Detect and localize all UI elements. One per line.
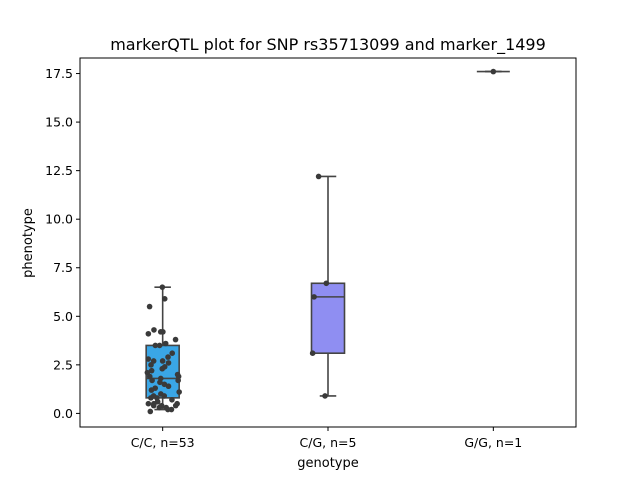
x-tick-label: G/G, n=1	[464, 435, 522, 450]
data-point	[175, 377, 181, 384]
data-point	[157, 379, 163, 386]
data-point	[151, 327, 157, 333]
data-point	[159, 365, 166, 372]
data-point	[149, 377, 155, 384]
points-layer	[144, 68, 497, 415]
x-tick-label: C/G, n=5	[300, 435, 357, 450]
y-axis: 0.0 2.5 5.0 7.5 10.0 12.5 15.0 17.5	[45, 66, 80, 421]
data-point	[148, 395, 154, 401]
data-point	[165, 360, 172, 366]
data-point	[148, 362, 154, 368]
data-point	[150, 402, 157, 409]
y-axis-label: phenotype	[21, 208, 36, 278]
data-point	[490, 68, 497, 75]
data-point	[148, 367, 155, 374]
data-point	[165, 383, 172, 390]
x-tick-label: C/C, n=53	[131, 435, 195, 450]
data-point	[156, 404, 163, 411]
y-tick-label: 0.0	[53, 406, 73, 421]
data-point	[145, 330, 152, 337]
data-point	[146, 303, 153, 310]
data-point	[309, 350, 316, 357]
boxes-layer	[145, 70, 510, 411]
data-point	[156, 342, 163, 349]
x-axis-label: genotype	[297, 456, 358, 471]
data-point	[148, 387, 155, 393]
data-point	[160, 329, 166, 335]
data-point	[322, 393, 328, 399]
data-point	[323, 280, 330, 287]
data-point	[169, 350, 176, 357]
data-point	[159, 358, 166, 364]
data-point	[161, 296, 168, 302]
data-point	[147, 408, 154, 415]
y-tick-label: 5.0	[53, 309, 73, 324]
y-tick-label: 10.0	[45, 212, 73, 227]
y-tick-label: 7.5	[53, 260, 73, 275]
y-tick-label: 15.0	[45, 115, 73, 130]
data-point	[162, 340, 169, 347]
data-point	[161, 393, 168, 399]
box-group	[310, 175, 346, 397]
data-point	[165, 406, 171, 413]
data-point	[165, 354, 171, 360]
data-point	[172, 402, 179, 409]
y-tick-label: 2.5	[53, 357, 73, 372]
data-point	[145, 356, 152, 362]
x-axis: C/C, n=53 C/G, n=5 G/G, n=1	[131, 427, 522, 450]
data-point	[152, 342, 159, 349]
chart-title: markerQTL plot for SNP rs35713099 and ma…	[110, 35, 546, 55]
data-point	[315, 173, 322, 180]
data-point	[159, 284, 166, 290]
data-point	[169, 397, 175, 403]
y-tick-label: 12.5	[45, 163, 73, 178]
y-tick-label: 17.5	[45, 66, 73, 81]
data-point	[176, 389, 182, 395]
data-point	[172, 336, 179, 343]
data-point	[145, 400, 152, 407]
box-iqr	[310, 282, 346, 354]
data-point	[311, 294, 317, 300]
